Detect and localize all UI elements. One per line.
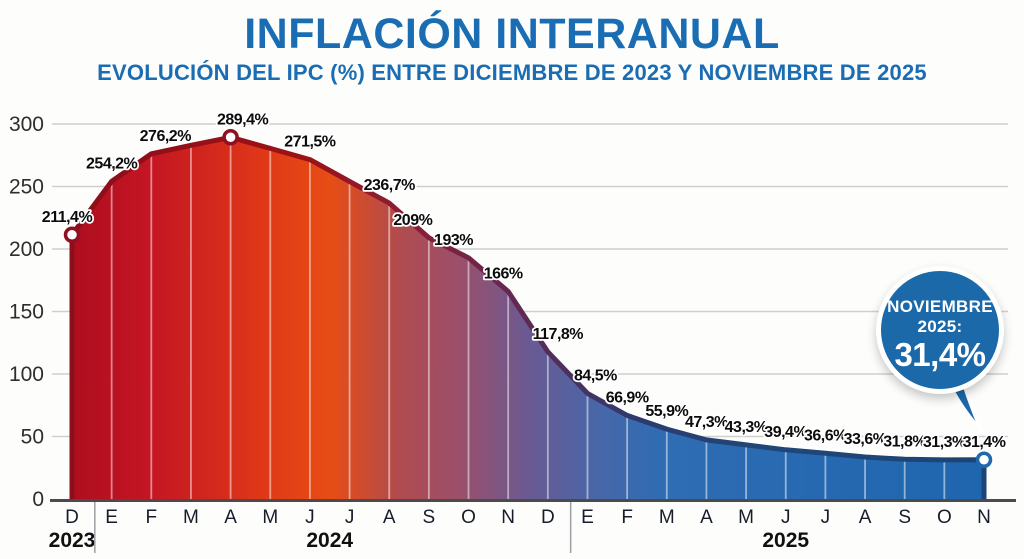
- chart-title: INFLACIÓN INTERANUAL: [244, 10, 780, 58]
- month-label: N: [501, 507, 515, 528]
- data-point-label: 117,8%: [533, 326, 584, 343]
- data-point-label: 276,2%: [140, 128, 192, 145]
- y-tick-label: 250: [9, 176, 44, 199]
- data-point-label: 47,3%: [685, 414, 728, 431]
- data-point-label: 271,5%: [284, 134, 336, 151]
- month-label: E: [581, 507, 594, 528]
- callout-month: NOVIEMBRE: [887, 297, 993, 316]
- data-point-label: 43,3%: [725, 419, 768, 436]
- data-point-label: 36,6%: [804, 427, 847, 444]
- month-label: J: [781, 507, 791, 528]
- month-label: A: [700, 507, 713, 528]
- year-label: 2024: [306, 529, 353, 552]
- data-point-marker: [975, 451, 993, 468]
- data-point-label: 84,5%: [574, 367, 617, 384]
- data-point-label: 55,9%: [645, 403, 688, 420]
- year-label: 2023: [49, 529, 96, 552]
- y-tick-label: 100: [9, 363, 44, 386]
- month-label: E: [105, 507, 118, 528]
- month-label: M: [183, 507, 199, 528]
- y-tick-label: 0: [32, 488, 44, 511]
- data-point-label: 33,6%: [844, 431, 887, 448]
- data-point-label: 209%: [393, 212, 432, 229]
- data-point-label: 254,2%: [86, 155, 138, 172]
- month-label: F: [621, 507, 633, 528]
- data-point-label: 31,3%: [923, 434, 966, 451]
- data-point-label: 289,4%: [217, 111, 269, 128]
- month-label: O: [461, 507, 476, 528]
- callout-bubble: NOVIEMBRE 2025: 31,4%: [876, 266, 1004, 394]
- month-label: A: [859, 507, 872, 528]
- month-label: A: [383, 507, 396, 528]
- data-point-label: 193%: [434, 232, 473, 249]
- y-tick-label: 150: [9, 301, 44, 324]
- month-label: J: [345, 507, 355, 528]
- month-label: M: [659, 507, 675, 528]
- area-shape: [72, 137, 984, 500]
- month-label: J: [305, 507, 315, 528]
- month-label: D: [65, 507, 79, 528]
- y-tick-label: 50: [21, 426, 44, 449]
- callout-value: 31,4%: [894, 336, 986, 373]
- data-point-marker: [222, 129, 239, 146]
- data-point-label: 39,4%: [764, 424, 807, 441]
- month-label: M: [262, 507, 278, 528]
- month-label: M: [738, 507, 754, 528]
- year-label: 2025: [762, 529, 809, 552]
- month-label: D: [541, 507, 555, 528]
- trend-line: [69, 134, 987, 502]
- data-point-label: 166%: [484, 266, 523, 283]
- data-point-label: 211,4%: [42, 209, 93, 226]
- data-point-label: 236,7%: [364, 177, 416, 194]
- y-tick-label: 200: [9, 238, 44, 261]
- month-gridlines: [110, 137, 946, 499]
- data-point-marker: [63, 226, 81, 243]
- month-label: O: [937, 507, 952, 528]
- month-label: S: [898, 507, 911, 528]
- data-point-label: 31,4%: [963, 434, 1006, 451]
- month-label: N: [977, 507, 991, 528]
- data-point-label: 66,9%: [606, 389, 649, 406]
- y-tick-label: 300: [9, 113, 44, 136]
- callout-year: 2025:: [917, 317, 963, 336]
- month-label: J: [821, 507, 831, 528]
- month-label: A: [224, 507, 237, 528]
- month-label: F: [145, 507, 157, 528]
- chart-subtitle: EVOLUCIÓN DEL IPC (%) ENTRE DICIEMBRE DE…: [97, 60, 927, 85]
- month-label: S: [423, 507, 436, 528]
- data-point-label: 31,8%: [883, 433, 926, 450]
